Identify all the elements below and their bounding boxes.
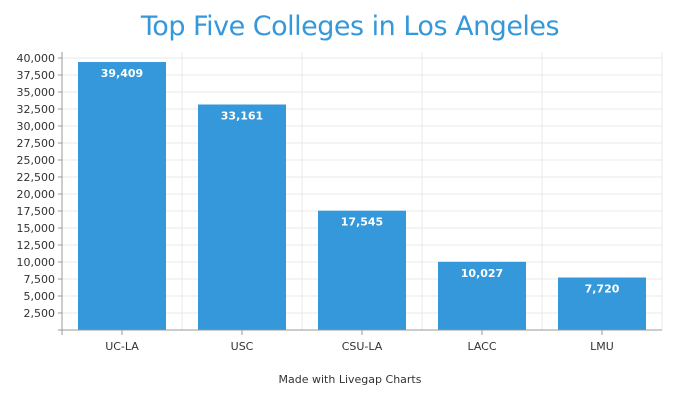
bar-value-label: 39,409 [101, 67, 143, 80]
bar-value-label: 17,545 [341, 216, 383, 229]
chart-title: Top Five Colleges in Los Angeles [140, 11, 560, 42]
y-tick-label: 35,000 [17, 86, 56, 99]
bar [438, 261, 526, 330]
y-tick-label: 27,500 [17, 137, 56, 150]
y-tick-label: 25,000 [17, 154, 56, 167]
y-tick-label: 7,500 [24, 273, 56, 286]
x-tick-label: USC [231, 340, 254, 353]
y-tick-label: 10,000 [17, 256, 56, 269]
y-tick-label: 5,000 [24, 290, 56, 303]
footer-credit: Made with Livegap Charts [278, 373, 422, 386]
x-tick-label: UC-LA [105, 340, 139, 353]
y-tick-label: 2,500 [24, 307, 56, 320]
bar-value-label: 33,161 [221, 110, 263, 123]
x-tick-label: CSU-LA [342, 340, 383, 353]
y-tick-label: 30,000 [17, 120, 56, 133]
y-tick-label: 12,500 [17, 239, 56, 252]
bar [558, 277, 646, 330]
bar [78, 62, 166, 330]
x-tick-label: LMU [590, 340, 614, 353]
bar [198, 104, 286, 330]
bar-value-label: 10,027 [461, 267, 503, 280]
y-tick-label: 20,000 [17, 188, 56, 201]
bar-value-label: 7,720 [585, 283, 620, 296]
y-tick-label: 17,500 [17, 205, 56, 218]
y-tick-label: 40,000 [17, 52, 56, 65]
bar [318, 210, 406, 330]
y-tick-label: 37,500 [17, 69, 56, 82]
y-tick-label: 32,500 [17, 103, 56, 116]
x-tick-label: LACC [467, 340, 496, 353]
y-tick-label: 22,500 [17, 171, 56, 184]
y-tick-label: 15,000 [17, 222, 56, 235]
